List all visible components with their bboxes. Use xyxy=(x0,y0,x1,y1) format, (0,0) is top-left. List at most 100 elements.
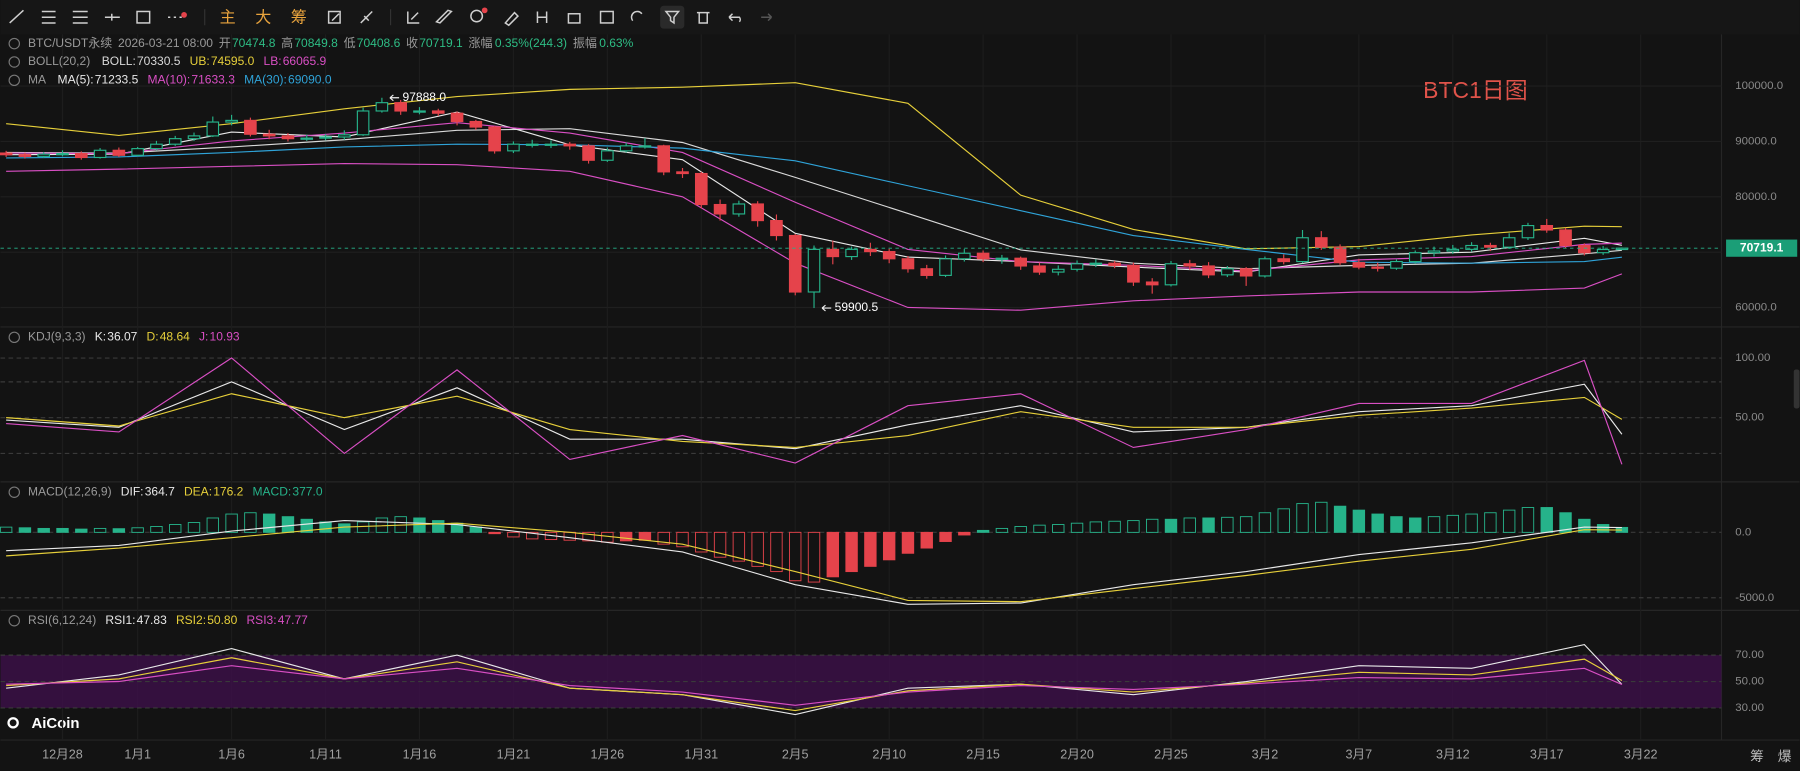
tool-filter[interactable] xyxy=(664,10,681,25)
tool-rect[interactable] xyxy=(136,10,151,24)
macd-bar xyxy=(1108,520,1121,533)
side-handle[interactable] xyxy=(1793,369,1800,409)
tool-group[interactable] xyxy=(536,11,548,23)
candle-body xyxy=(1427,250,1441,254)
candle-body xyxy=(56,153,69,156)
candle-body xyxy=(0,152,13,156)
candle-body xyxy=(563,143,577,147)
candle-body xyxy=(1371,266,1384,269)
macd-bar xyxy=(789,531,802,582)
legend-text: 0.63% xyxy=(599,36,633,50)
candle-body xyxy=(694,172,708,206)
legend-text: 70719.1 xyxy=(419,36,463,50)
tool-fib[interactable] xyxy=(72,10,88,24)
legend-text: MA(30): xyxy=(244,73,287,87)
candle-body xyxy=(300,137,314,140)
macd-bar xyxy=(300,518,313,533)
footer-chips[interactable]: 筹 xyxy=(1750,748,1764,764)
legend-text: 振幅 xyxy=(573,35,597,50)
legend-text: BOLL: xyxy=(102,54,136,68)
macd-bar xyxy=(619,531,633,542)
legend-text: 开 xyxy=(219,36,231,50)
indicator-line xyxy=(6,519,1622,605)
legend-text: BTC/USDT永续 xyxy=(28,36,112,50)
macd-bar xyxy=(131,527,144,533)
toolbar-chips[interactable]: 筹 xyxy=(291,9,307,27)
macd-bar xyxy=(1221,516,1234,533)
legend-text: RSI2: xyxy=(176,613,206,627)
x-tick-label: 1月11 xyxy=(309,747,342,761)
legend-text: RSI(6,12,24) xyxy=(28,613,96,627)
macd-bar xyxy=(75,528,88,533)
indicator-line xyxy=(6,643,1623,716)
macd-bar xyxy=(225,513,238,533)
macd-bar xyxy=(713,531,727,558)
x-tick-label: 1月31 xyxy=(684,747,718,761)
tool-redo[interactable] xyxy=(761,13,773,22)
y-tick-label: 100.00 xyxy=(1735,352,1770,364)
annotation: 97888.0 xyxy=(403,90,447,104)
x-tick-label: 3月2 xyxy=(1252,747,1279,761)
x-tick-label: 3月17 xyxy=(1530,747,1564,761)
x-tick-label: 2月25 xyxy=(1154,747,1188,761)
legend-text: 收 xyxy=(406,36,418,50)
tool-hline[interactable] xyxy=(104,13,120,21)
tool-cycle[interactable] xyxy=(327,10,341,24)
legend-text: UB: xyxy=(190,54,210,68)
tool-undo[interactable] xyxy=(728,13,741,23)
macd-bar xyxy=(1202,517,1215,533)
tool-magnet[interactable] xyxy=(630,10,643,22)
legend-icon xyxy=(8,74,21,87)
tool-zoom[interactable] xyxy=(470,9,484,23)
candle-body xyxy=(1033,265,1046,273)
overlay-line xyxy=(6,82,1622,250)
y-tick-label: 60000.0 xyxy=(1735,302,1776,314)
legend-text: 364.7 xyxy=(145,484,175,498)
legend-text: 高 xyxy=(281,35,293,50)
legend-text: MA(5): xyxy=(58,73,94,87)
tool-eye[interactable] xyxy=(599,10,614,24)
tool-delete[interactable] xyxy=(696,11,710,24)
footer-burst[interactable]: 爆 xyxy=(1778,749,1792,764)
legend-text: 47.77 xyxy=(278,613,308,627)
legend-text: D: xyxy=(147,330,159,344)
legend-text: RSI1: xyxy=(105,613,135,627)
tool-ruler[interactable] xyxy=(435,9,453,24)
tool-lock[interactable] xyxy=(567,13,581,24)
macd-bar xyxy=(920,531,933,549)
macd-bar xyxy=(882,531,896,561)
candle-body xyxy=(1239,268,1253,277)
legend-text: 69090.0 xyxy=(288,73,332,87)
legend-text: 50.80 xyxy=(207,613,237,627)
candle-body xyxy=(168,138,182,145)
macd-bar xyxy=(1559,512,1572,533)
macd-bar xyxy=(206,517,220,533)
macd-bar xyxy=(169,524,182,533)
legend-text: RSI3: xyxy=(246,613,276,627)
tool-pen[interactable] xyxy=(360,10,373,24)
tool-measure[interactable] xyxy=(407,11,420,24)
annotation: 59900.5 xyxy=(835,300,879,314)
legend-text: 36.07 xyxy=(107,330,137,344)
last-price-label: 70719.1 xyxy=(1740,240,1784,254)
y-tick-label: 70.00 xyxy=(1735,649,1764,661)
legend-text: KDJ(9,3,3) xyxy=(28,330,86,344)
candle-body xyxy=(1559,229,1572,247)
candle-body xyxy=(920,268,934,276)
macd-bar xyxy=(469,526,483,533)
macd-bar xyxy=(507,531,520,538)
x-tick-label: 2月15 xyxy=(966,747,1000,761)
candle-body xyxy=(732,203,746,215)
toolbar-big[interactable]: 大 xyxy=(255,9,271,27)
macd-bar xyxy=(93,527,107,533)
macd-bar xyxy=(1333,505,1347,533)
tool-parallel[interactable] xyxy=(41,10,56,24)
legend-icon xyxy=(8,614,21,627)
legend-text: 低 xyxy=(344,36,356,50)
candle-body xyxy=(507,143,520,152)
tool-line[interactable] xyxy=(9,9,24,24)
tool-brush[interactable] xyxy=(504,11,519,27)
toolbar-main[interactable]: 主 xyxy=(220,9,236,27)
